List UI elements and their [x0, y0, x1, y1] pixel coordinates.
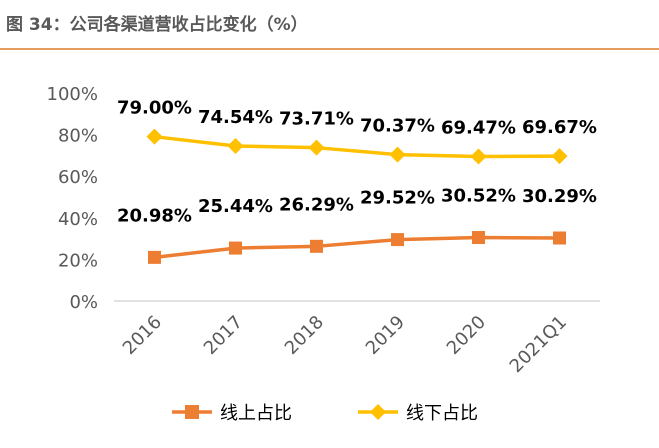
- legend-marker: [370, 404, 386, 420]
- series-line: [154, 134, 560, 159]
- data-point: [391, 233, 404, 247]
- data-label: 74.54%: [198, 107, 273, 128]
- data-point: [146, 128, 163, 145]
- data-point: [229, 241, 242, 255]
- data-label: 69.47%: [441, 118, 516, 139]
- legend-label: 线下占比: [406, 403, 478, 424]
- data-point: [553, 231, 566, 245]
- data-label: 79.00%: [117, 98, 192, 119]
- x-tick-label: 2021Q1: [506, 312, 571, 377]
- data-point: [308, 139, 325, 156]
- data-label: 73.71%: [279, 109, 354, 130]
- data-label: 26.29%: [279, 194, 354, 215]
- y-tick-label: 20%: [58, 250, 98, 271]
- x-tick-label: 2020: [443, 312, 490, 359]
- x-tick-label: 2017: [200, 312, 247, 359]
- data-point: [148, 250, 161, 264]
- legend-label: 线上占比: [220, 403, 292, 424]
- x-tick-label: 2018: [281, 312, 328, 359]
- y-tick-label: 0%: [69, 292, 98, 313]
- data-point: [472, 231, 485, 245]
- y-tick-label: 60%: [58, 167, 98, 188]
- data-point: [389, 146, 406, 163]
- data-label: 20.98%: [117, 205, 192, 226]
- y-tick-label: 40%: [58, 209, 98, 230]
- data-point: [227, 137, 244, 154]
- data-label: 70.37%: [360, 116, 435, 137]
- data-point: [470, 148, 487, 165]
- data-point: [551, 148, 568, 165]
- y-tick-label: 100%: [47, 84, 98, 105]
- data-label: 30.52%: [441, 186, 516, 207]
- series-line: [154, 235, 560, 260]
- y-tick-label: 80%: [58, 126, 98, 147]
- data-label: 30.29%: [522, 186, 597, 207]
- data-label: 69.67%: [522, 117, 597, 138]
- data-label: 25.44%: [198, 196, 273, 217]
- chart-title: 图 34：公司各渠道营收占比变化（%）: [6, 15, 308, 35]
- legend-marker: [185, 405, 199, 419]
- x-tick-label: 2019: [362, 312, 409, 359]
- data-point: [310, 239, 323, 253]
- x-tick-label: 2016: [119, 312, 166, 359]
- data-label: 29.52%: [360, 188, 435, 209]
- title-divider: [0, 48, 659, 50]
